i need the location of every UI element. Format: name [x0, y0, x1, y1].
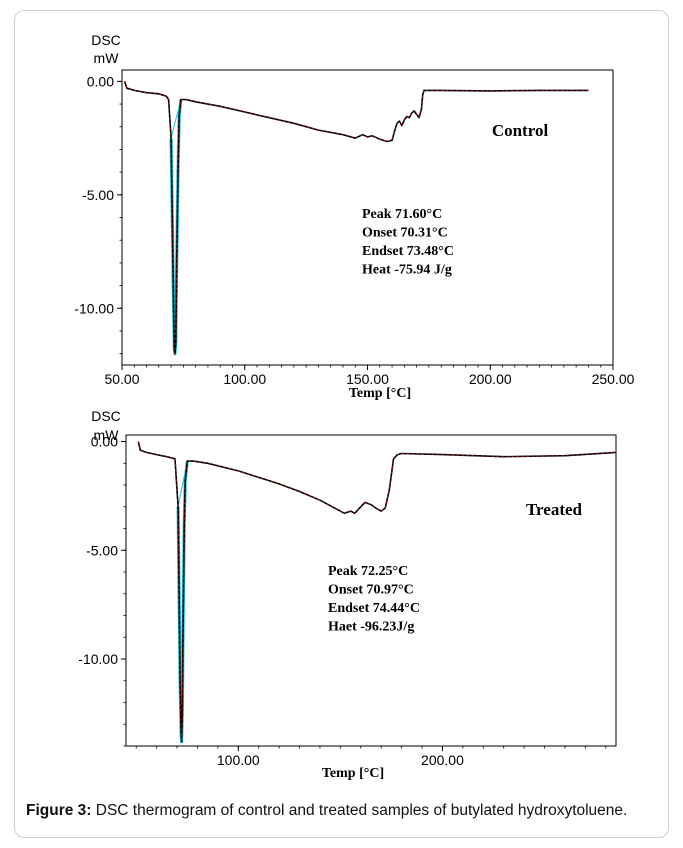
x-tick-label: 50.00 [104, 371, 139, 387]
annotation-line: Heat -75.94 J/g [362, 263, 452, 278]
plot-frame [125, 434, 617, 747]
sample-label: Treated [526, 500, 583, 519]
x-axis-label: Temp [°C] [349, 386, 411, 401]
annotation-line: Onset 70.97°C [328, 583, 414, 598]
peak-baseline [170, 99, 182, 139]
annotation-line: Peak 71.60°C [362, 207, 442, 222]
dsc-chart-control: DSC mW 50.00 100.00 150.00 200.00 250.00 0.00… [74, 32, 635, 401]
caption-label: Figure 3: [26, 802, 92, 819]
y-tick-label: -10.00 [74, 300, 114, 316]
caption-text: DSC thermogram of control and treated sa… [91, 802, 628, 819]
x-tick-label: 100.00 [217, 752, 260, 768]
x-tick-label: 150.00 [346, 371, 389, 387]
figure-frame [14, 10, 669, 838]
y-tick-label: -5.00 [86, 542, 118, 558]
dsc-curve-overlay [137, 441, 617, 743]
peak-annotations: Peak 72.25°C Onset 70.97°C Endset 74.44°C H… [328, 564, 420, 635]
figure-caption: Figure 3: DSC thermogram of control and … [26, 800, 656, 821]
y-tick-label: -5.00 [82, 187, 114, 203]
y-axis-label-line1: DSC [91, 408, 121, 424]
x-tick-label: 200.00 [469, 371, 512, 387]
x-tick-label: 250.00 [592, 371, 635, 387]
y-axis-label-line2: mW [94, 427, 120, 443]
annotation-line: Endset 74.44°C [328, 601, 420, 616]
x-axis-label: Temp [°C] [322, 766, 384, 781]
annotation-line: Haet -96.23J/g [328, 620, 414, 635]
annotation-line: Onset 70.31°C [362, 226, 448, 241]
x-tick-label: 100.00 [223, 371, 266, 387]
y-axis-label-line1: DSC [91, 32, 121, 48]
dsc-chart-treated: DSC mW 100.00 200.00 0.00 -5.00 -10.00 Treat… [78, 408, 617, 781]
x-tick-label: 200.00 [421, 752, 464, 768]
y-tick-label: 0.00 [87, 73, 114, 89]
annotation-line: Endset 73.48°C [362, 244, 454, 259]
dsc-curve-overlay [124, 81, 589, 355]
y-tick-label: -10.00 [78, 651, 118, 667]
y-tick-label: 0.00 [91, 434, 118, 450]
peak-annotations: Peak 71.60°C Onset 70.31°C Endset 73.48°C H… [362, 207, 454, 278]
y-axis-label-line2: mW [94, 50, 120, 66]
sample-label: Control [492, 121, 549, 140]
annotation-line: Peak 72.25°C [328, 564, 408, 579]
